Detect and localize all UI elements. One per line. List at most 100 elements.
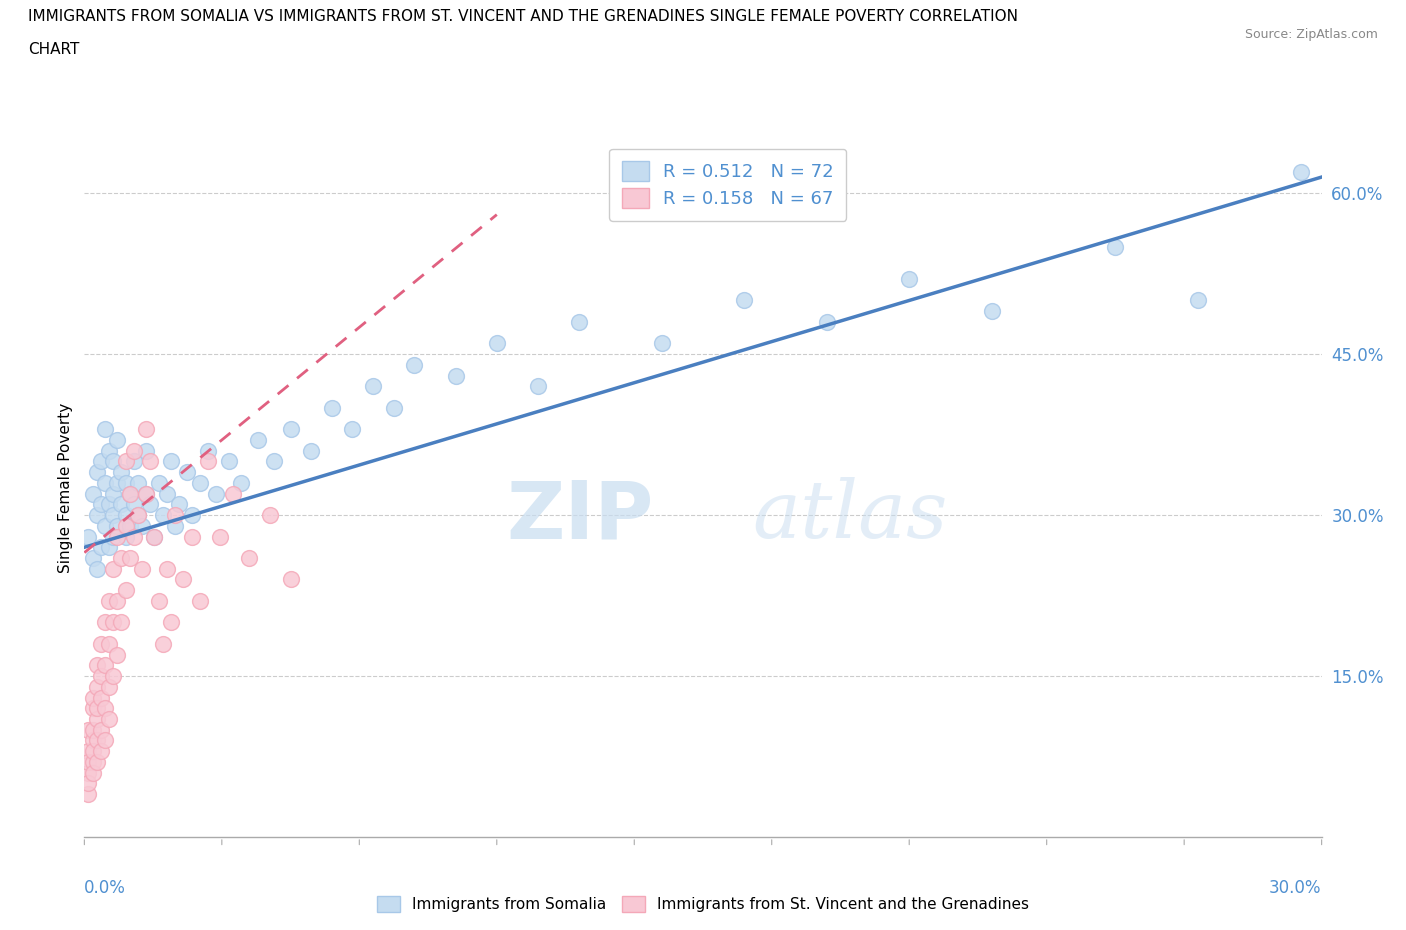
Point [205, 486, 228, 501]
Point [218, 454, 240, 469]
Point [82, 551, 104, 565]
Point [103, 508, 125, 523]
Point [118, 486, 141, 501]
Point [118, 486, 141, 501]
Point [103, 486, 125, 501]
Point [114, 454, 136, 469]
Point [105, 647, 128, 662]
Point [361, 379, 384, 393]
Point [131, 562, 153, 577]
Point [86, 562, 108, 577]
Point [105, 475, 128, 490]
Point [651, 336, 673, 351]
Point [180, 529, 202, 544]
Point [139, 497, 162, 512]
Point [114, 508, 136, 523]
Point [176, 465, 198, 480]
Point [139, 454, 162, 469]
Point [90, 539, 112, 554]
Point [114, 518, 136, 533]
Point [143, 529, 166, 544]
Point [77, 754, 100, 769]
Point [105, 593, 128, 608]
Point [82, 723, 104, 737]
Point [82, 690, 104, 705]
Point [1187, 293, 1209, 308]
Point [444, 368, 467, 383]
Point [165, 508, 187, 523]
Point [94, 658, 117, 672]
Point [148, 593, 170, 608]
Point [527, 379, 550, 393]
Point [114, 583, 136, 598]
Point [86, 679, 108, 694]
Point [122, 497, 145, 512]
Point [259, 508, 281, 523]
Point [77, 787, 100, 802]
Point [98, 679, 121, 694]
Point [98, 539, 121, 554]
Point [156, 486, 179, 501]
Point [82, 486, 104, 501]
Text: atlas: atlas [752, 477, 948, 555]
Point [160, 454, 183, 469]
Point [209, 529, 232, 544]
Point [105, 529, 128, 544]
Point [94, 733, 117, 748]
Point [90, 497, 112, 512]
Point [815, 314, 838, 329]
Y-axis label: Single Female Poverty: Single Female Poverty [58, 403, 73, 574]
Point [94, 701, 117, 716]
Point [98, 711, 121, 726]
Point [404, 357, 426, 372]
Point [167, 497, 190, 512]
Point [103, 562, 125, 577]
Point [321, 400, 343, 415]
Point [127, 508, 149, 523]
Point [98, 444, 121, 458]
Point [82, 765, 104, 780]
Point [90, 723, 112, 737]
Point [90, 744, 112, 759]
Point [103, 454, 125, 469]
Point [188, 475, 211, 490]
Point [110, 615, 132, 630]
Point [238, 551, 260, 565]
Point [82, 744, 104, 759]
Point [280, 422, 302, 437]
Point [733, 293, 755, 308]
Point [152, 636, 174, 651]
Point [280, 572, 302, 587]
Point [82, 701, 104, 716]
Point [86, 701, 108, 716]
Point [485, 336, 508, 351]
Point [94, 615, 117, 630]
Point [160, 615, 183, 630]
Point [103, 669, 125, 684]
Point [77, 776, 100, 790]
Text: ZIP: ZIP [506, 477, 654, 555]
Point [299, 444, 322, 458]
Point [77, 529, 100, 544]
Point [135, 422, 157, 437]
Point [94, 475, 117, 490]
Point [118, 518, 141, 533]
Point [86, 711, 108, 726]
Legend: Immigrants from Somalia, Immigrants from St. Vincent and the Grenadines: Immigrants from Somalia, Immigrants from… [370, 889, 1036, 920]
Text: Source: ZipAtlas.com: Source: ZipAtlas.com [1244, 28, 1378, 41]
Point [135, 486, 157, 501]
Point [148, 475, 170, 490]
Point [114, 529, 136, 544]
Point [77, 765, 100, 780]
Point [86, 754, 108, 769]
Point [197, 454, 219, 469]
Point [152, 508, 174, 523]
Point [98, 497, 121, 512]
Point [86, 733, 108, 748]
Text: 30.0%: 30.0% [1270, 879, 1322, 897]
Point [77, 744, 100, 759]
Point [105, 518, 128, 533]
Point [156, 562, 179, 577]
Point [1104, 239, 1126, 254]
Point [94, 518, 117, 533]
